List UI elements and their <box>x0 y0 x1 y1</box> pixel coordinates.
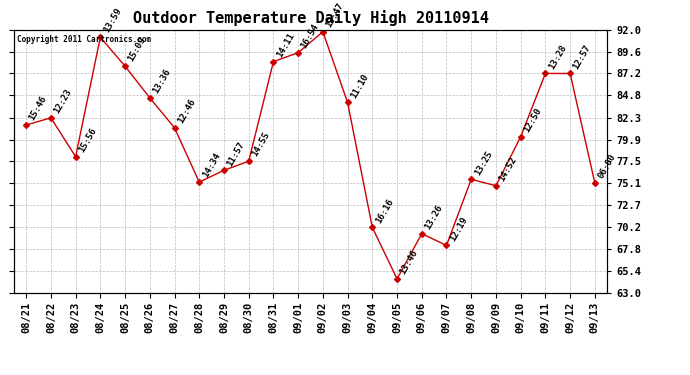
Text: 12:23: 12:23 <box>52 87 74 115</box>
Text: 13:59: 13:59 <box>101 7 123 34</box>
Text: 16:54: 16:54 <box>299 22 321 50</box>
Text: 13:28: 13:28 <box>546 43 568 70</box>
Text: 15:46: 15:46 <box>28 94 49 122</box>
Text: 11:57: 11:57 <box>226 140 246 168</box>
Text: 16:16: 16:16 <box>374 197 395 225</box>
Text: 12:46: 12:46 <box>176 97 197 125</box>
Text: 14:55: 14:55 <box>250 131 271 159</box>
Text: 12:57: 12:57 <box>571 43 593 70</box>
Text: 14:11: 14:11 <box>275 31 296 59</box>
Text: 06:00: 06:00 <box>596 152 618 180</box>
Text: 12:19: 12:19 <box>448 215 469 243</box>
Text: 14:34: 14:34 <box>201 152 222 179</box>
Text: 14:52: 14:52 <box>497 155 519 183</box>
Text: 12:50: 12:50 <box>522 106 543 134</box>
Text: 15:09: 15:09 <box>126 36 148 63</box>
Text: Copyright 2011 Cartronics.com: Copyright 2011 Cartronics.com <box>17 35 151 44</box>
Text: 13:46: 13:46 <box>398 248 420 276</box>
Text: 13:26: 13:26 <box>423 203 444 231</box>
Text: 13:47: 13:47 <box>324 1 346 29</box>
Text: 11:10: 11:10 <box>349 72 371 100</box>
Title: Outdoor Temperature Daily High 20110914: Outdoor Temperature Daily High 20110914 <box>132 10 489 26</box>
Text: 15:56: 15:56 <box>77 126 98 154</box>
Text: 13:25: 13:25 <box>473 149 494 177</box>
Text: 13:36: 13:36 <box>151 68 172 95</box>
